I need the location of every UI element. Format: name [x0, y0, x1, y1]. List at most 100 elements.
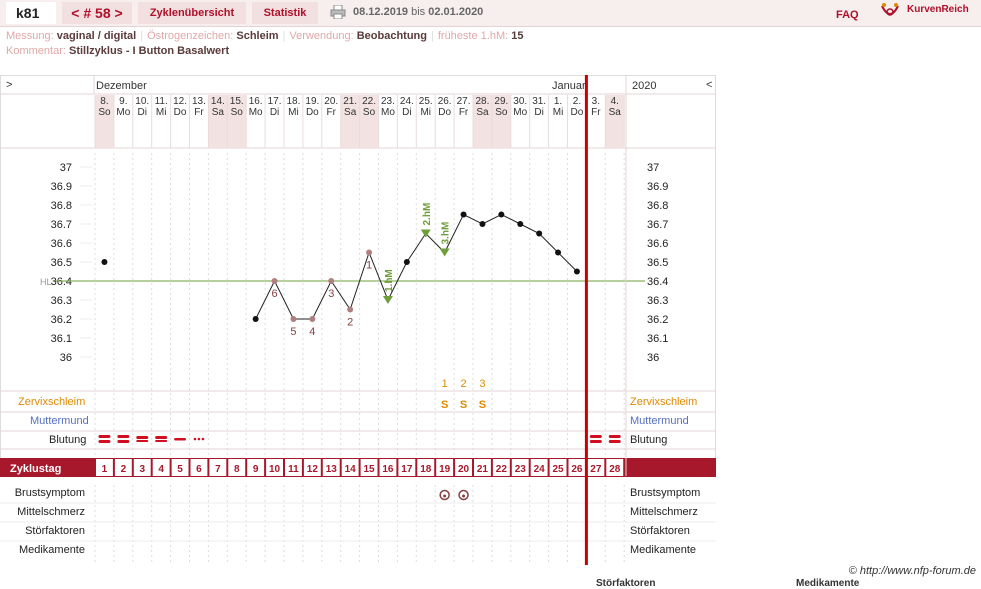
- y-tick-label-left: 37: [60, 162, 72, 174]
- day-weekday-label: Mi: [156, 107, 167, 118]
- estrogen-value: Schleim: [236, 30, 279, 42]
- statistics-button[interactable]: Statistik: [252, 2, 318, 24]
- temperature-point: [252, 316, 259, 322]
- symptom-row-label-right: Brustsymptom: [630, 487, 700, 499]
- cycleday-number: 11: [288, 464, 299, 475]
- cycleday-cell: [341, 459, 359, 476]
- bleeding-spot-mark: [197, 437, 201, 441]
- bleeding-row-label: Blutung: [49, 434, 86, 446]
- day-date-label: 27.: [457, 96, 471, 107]
- breast-symptom-icon: [458, 489, 469, 501]
- day-weekday-label: So: [495, 107, 508, 118]
- faq-link[interactable]: FAQ: [836, 9, 859, 21]
- cycleday-number: 8: [234, 464, 240, 475]
- day-date-label: 24.: [400, 96, 414, 107]
- day-weekday-label: Mo: [513, 107, 527, 118]
- high-measurement-label: 2.hM: [422, 203, 433, 226]
- low-measurement-number: 5: [290, 326, 296, 338]
- cycleday-cell: [190, 459, 208, 476]
- day-weekday-label: Do: [174, 107, 187, 118]
- cycleday-cell: [322, 459, 340, 476]
- cycle-nav-button[interactable]: < # 58 >: [62, 2, 132, 24]
- bleeding-row-label-right: Blutung: [630, 434, 667, 446]
- weekend-column: [227, 95, 247, 148]
- temperature-point: [403, 259, 410, 265]
- cycle-overview-button[interactable]: Zyklenübersicht: [138, 2, 246, 24]
- day-weekday-label: Di: [138, 107, 147, 118]
- copyright-credit: © http://www.nfp-forum.de: [848, 565, 976, 577]
- cycleday-cell: [303, 459, 321, 476]
- cervix-row-label-right: Zervixschleim: [630, 396, 697, 408]
- breast-symptom-icon-dot: [443, 494, 447, 498]
- muttermund-row-label: Muttermund: [30, 415, 89, 427]
- low-measurement-number: 6: [271, 288, 277, 300]
- y-tick-label-left: 36.8: [51, 200, 72, 212]
- cycleday-cell: [114, 459, 132, 476]
- cycleday-number: 7: [215, 464, 221, 475]
- breast-symptom-icon-dot: [462, 494, 466, 498]
- weekend-column: [95, 95, 114, 148]
- cervix-day-number: 1: [442, 378, 448, 390]
- day-date-label: 1.: [554, 96, 562, 107]
- bleeding-medium-mark: [136, 440, 149, 442]
- y-tick-label-left: 36.2: [51, 314, 72, 326]
- cycleday-number: 19: [439, 464, 451, 475]
- bleeding-heavy-mark: [608, 435, 621, 438]
- cycleday-cell: [171, 459, 189, 476]
- day-weekday-label: Fr: [459, 107, 469, 118]
- weekend-column: [473, 95, 492, 148]
- print-icon[interactable]: [330, 5, 346, 19]
- kurvenreich-logo-icon[interactable]: [880, 2, 900, 20]
- cut-label-stoerfaktoren: Störfaktoren: [596, 578, 656, 589]
- cycleday-number: 20: [458, 464, 470, 475]
- bleeding-heavy-mark: [98, 435, 111, 438]
- temperature-point: [517, 221, 524, 227]
- brand-name[interactable]: KurvenReich: [907, 4, 969, 15]
- month-row: [1, 76, 715, 94]
- cycleday-number: 15: [363, 464, 375, 475]
- high-measurement-marker: [382, 296, 393, 304]
- low-measurement-point: [328, 278, 335, 284]
- weekend-column: [340, 95, 360, 148]
- bleeding-spot-mark: [193, 437, 197, 441]
- nav-next-icon: <: [706, 79, 712, 91]
- day-weekday-label: Mo: [249, 107, 263, 118]
- cervix-day-number: 3: [479, 378, 485, 390]
- day-weekday-label: Do: [571, 107, 584, 118]
- bleeding-medium-mark: [155, 436, 168, 439]
- bleeding-light-mark: [174, 438, 187, 441]
- day-weekday-label: Sa: [212, 107, 225, 118]
- day-date-label: 4.: [611, 96, 619, 107]
- temperature-point: [460, 211, 467, 218]
- cycleday-cell: [530, 459, 548, 476]
- cervix-code: S: [460, 399, 467, 411]
- cycle-chart: > <Dezember Januar 20208.So9.Mo10.Di11.Mi12…: [0, 75, 716, 565]
- day-date-label: 28.: [475, 96, 489, 107]
- cycleday-number: 25: [552, 464, 564, 475]
- temperature-point: [536, 230, 543, 237]
- estrogen-label: Östrogenzeichen:: [147, 30, 234, 42]
- cycleday-number: 22: [496, 464, 508, 475]
- low-measurement-number: 3: [328, 288, 334, 300]
- cycleday-number: 5: [177, 464, 183, 475]
- day-date-label: 15.: [230, 96, 244, 107]
- y-tick-label-left: 36.3: [51, 295, 72, 307]
- temperature-point: [479, 221, 486, 227]
- earliest-hm-label: früheste 1.hM:: [437, 30, 509, 42]
- low-measurement-point: [309, 316, 316, 322]
- cervix-row-label: Zervixschleim: [18, 396, 85, 408]
- y-tick-label-left: 36.1: [51, 333, 72, 345]
- y-tick-label-left: 36.5: [51, 257, 72, 269]
- comment-info: Kommentar: Stillzyklus - I Button Basalw…: [6, 45, 229, 57]
- bleeding-spot-mark: [201, 437, 205, 441]
- bleeding-medium-mark: [155, 440, 168, 442]
- day-date-label: 22.: [362, 96, 376, 107]
- cycleday-cell: [606, 459, 624, 476]
- cycleday-cell: [285, 459, 302, 476]
- cycleday-number: 24: [534, 464, 546, 475]
- measurement-value: vaginal / digital: [56, 30, 137, 42]
- user-name: k81: [6, 2, 56, 24]
- y-tick-label-left: 36.6: [51, 238, 72, 250]
- comment-label: Kommentar:: [6, 45, 66, 57]
- cycleday-cell: [209, 459, 227, 476]
